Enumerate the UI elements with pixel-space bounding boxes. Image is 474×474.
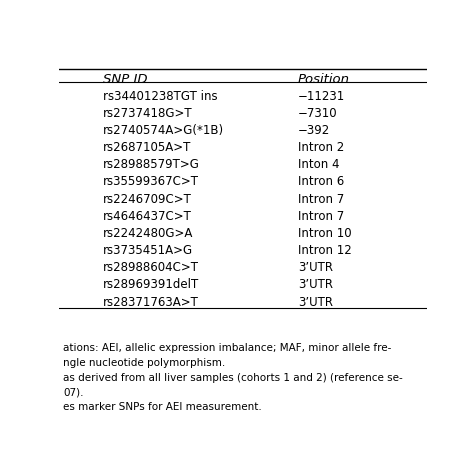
Text: −392: −392: [298, 124, 330, 137]
Text: rs2737418G>T: rs2737418G>T: [103, 107, 193, 120]
Text: 3’UTR: 3’UTR: [298, 296, 333, 309]
Text: rs28988579T>G: rs28988579T>G: [103, 158, 200, 171]
Text: ngle nucleotide polymorphism.: ngle nucleotide polymorphism.: [63, 358, 225, 368]
Text: Intron 12: Intron 12: [298, 244, 352, 257]
Text: Intron 7: Intron 7: [298, 210, 344, 223]
Text: Intron 7: Intron 7: [298, 192, 344, 206]
Text: es marker SNPs for AEI measurement.: es marker SNPs for AEI measurement.: [63, 402, 262, 412]
Text: rs4646437C>T: rs4646437C>T: [103, 210, 192, 223]
Text: rs28969391delT: rs28969391delT: [103, 278, 200, 292]
Text: rs2687105A>T: rs2687105A>T: [103, 141, 191, 154]
Text: 07).: 07).: [63, 387, 83, 397]
Text: rs28988604C>T: rs28988604C>T: [103, 261, 200, 274]
Text: rs2246709C>T: rs2246709C>T: [103, 192, 192, 206]
Text: 3’UTR: 3’UTR: [298, 261, 333, 274]
Text: rs2740574A>G(*1B): rs2740574A>G(*1B): [103, 124, 225, 137]
Text: ations: AEI, allelic expression imbalance; MAF, minor allele fre-: ations: AEI, allelic expression imbalanc…: [63, 343, 392, 354]
Text: rs3735451A>G: rs3735451A>G: [103, 244, 193, 257]
Text: Position: Position: [298, 73, 350, 86]
Text: rs28371763A>T: rs28371763A>T: [103, 296, 199, 309]
Text: −7310: −7310: [298, 107, 337, 120]
Text: rs35599367C>T: rs35599367C>T: [103, 175, 200, 189]
Text: rs34401238TGT ins: rs34401238TGT ins: [103, 90, 218, 103]
Text: Intron 6: Intron 6: [298, 175, 344, 189]
Text: −11231: −11231: [298, 90, 345, 103]
Text: Intron 10: Intron 10: [298, 227, 352, 240]
Text: as derived from all liver samples (cohorts 1 and 2) (reference se-: as derived from all liver samples (cohor…: [63, 373, 403, 383]
Text: Inton 4: Inton 4: [298, 158, 339, 171]
Text: SNP ID: SNP ID: [103, 73, 148, 86]
Text: Intron 2: Intron 2: [298, 141, 344, 154]
Text: rs2242480G>A: rs2242480G>A: [103, 227, 194, 240]
Text: 3’UTR: 3’UTR: [298, 278, 333, 292]
